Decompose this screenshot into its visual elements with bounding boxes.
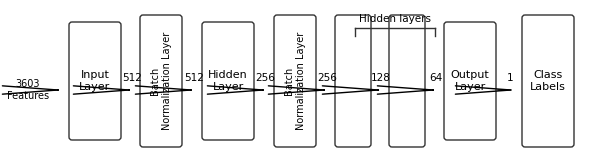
FancyBboxPatch shape (335, 15, 371, 147)
Text: 512: 512 (184, 73, 204, 83)
FancyBboxPatch shape (522, 15, 574, 147)
FancyBboxPatch shape (274, 15, 316, 147)
Text: 64: 64 (430, 73, 443, 83)
Text: Output
Layer: Output Layer (451, 70, 490, 92)
FancyBboxPatch shape (389, 15, 425, 147)
Text: Hidden
Layer: Hidden Layer (208, 70, 248, 92)
FancyBboxPatch shape (140, 15, 182, 147)
Text: 512: 512 (122, 73, 142, 83)
Text: Batch
Normalization Layer: Batch Normalization Layer (284, 32, 306, 130)
Text: Hidden layers: Hidden layers (359, 14, 431, 24)
Text: Batch
Normalization Layer: Batch Normalization Layer (150, 32, 172, 130)
Text: Class
Labels: Class Labels (530, 70, 566, 92)
Text: Input
Layer: Input Layer (79, 70, 110, 92)
Text: 1: 1 (506, 73, 514, 83)
Text: 128: 128 (371, 73, 391, 83)
Text: 3603
Features: 3603 Features (7, 79, 49, 101)
FancyBboxPatch shape (444, 22, 496, 140)
FancyBboxPatch shape (69, 22, 121, 140)
Text: 256: 256 (255, 73, 275, 83)
Text: 256: 256 (317, 73, 337, 83)
FancyBboxPatch shape (202, 22, 254, 140)
